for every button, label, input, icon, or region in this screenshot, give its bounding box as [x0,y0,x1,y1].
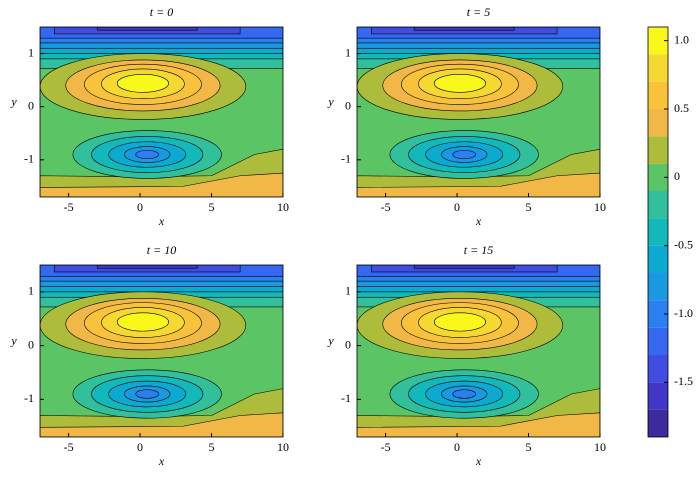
contour-panel: -5 0 5 10 -1 0 1 t = 10 x y [10,243,289,468]
y-tick-label: 0 [28,98,34,112]
panel-title: t = 5 [467,5,490,19]
contour-band [413,27,515,31]
x-axis-label: x [158,454,165,468]
colorbar-band [648,54,668,82]
x-tick-label: 0 [454,200,460,214]
axes-frame [356,26,601,198]
y-tick-label: 1 [28,45,34,59]
contour-band [452,149,476,160]
axes-frame [39,26,284,198]
colorbar-tick-label: 0 [674,169,680,183]
x-tick-label: 5 [526,200,532,214]
contour-band [116,312,169,332]
contour-area [357,27,600,197]
x-tick-label: 5 [209,440,215,454]
contour-band [433,312,486,332]
contour-band [96,27,198,31]
colorbar-band [648,136,668,164]
y-axis-label: y [327,333,334,347]
x-tick-label: 5 [526,440,532,454]
colorbar-band [648,27,668,55]
colorbar-tick-label: -1.5 [674,374,693,388]
contour-band [40,412,283,437]
y-tick-label: -1 [24,391,34,405]
x-tick-label: -5 [64,200,74,214]
x-tick-label: 5 [209,200,215,214]
contour-band [40,172,283,197]
y-tick-label: -1 [24,152,34,166]
colorbar-tick-label: -1.0 [674,306,693,320]
x-tick-label: -5 [64,440,74,454]
contour-band [433,73,486,93]
x-tick-label: 10 [277,440,289,454]
contour-band [135,389,159,399]
colorbar-band [648,327,668,355]
x-axis-label: x [475,454,482,468]
y-tick-label: 0 [345,337,351,351]
colorbar-tick-label: -0.5 [674,237,693,251]
x-axis-label: x [158,214,165,228]
x-tick-label: -5 [381,200,391,214]
y-tick-label: 1 [28,284,34,298]
x-axis-label: x [475,214,482,228]
axes-frame [39,264,284,438]
panel-title: t = 0 [150,5,173,19]
x-tick-label: 10 [277,200,289,214]
contour-band [96,265,198,269]
contour-band [357,172,600,197]
y-tick-label: -1 [341,152,351,166]
y-tick-label: -1 [341,391,351,405]
y-axis-label: y [10,94,17,108]
colorbar-band [648,300,668,328]
colorbar-band [648,382,668,410]
colorbar-band [648,355,668,383]
colorbar-band [648,163,668,191]
x-tick-label: 0 [137,200,143,214]
colorbar-band [648,218,668,246]
contour-band [413,265,515,269]
contour-band [135,149,159,160]
contour-band [357,412,600,437]
contour-panel: -5 0 5 10 -1 0 1 t = 5 x y [327,5,606,228]
contour-area [40,265,283,437]
x-tick-label: 10 [594,440,606,454]
axes-frame [356,264,601,438]
y-tick-label: 1 [345,284,351,298]
contour-band [116,73,169,93]
colorbar-band [648,81,668,109]
contour-area [40,27,283,197]
y-tick-label: 0 [28,337,34,351]
y-axis-label: y [327,94,334,108]
panel-title: t = 15 [464,243,493,257]
colorbar-tick-label: 1.0 [674,32,689,46]
colorbar-band [648,273,668,301]
colorbar-frame [647,26,669,438]
contour-area [357,265,600,437]
panel-title: t = 10 [147,243,176,257]
contour-band [452,389,476,399]
y-tick-label: 1 [345,45,351,59]
y-axis-label: y [10,333,17,347]
contour-panel: -5 0 5 10 -1 0 1 t = 15 x y [327,243,606,468]
colorbar-band [648,191,668,219]
x-tick-label: 0 [137,440,143,454]
contour-panel: -5 0 5 10 -1 0 1 t = 0 x y [10,5,289,228]
colorbar: 1.0 0.5 0 -0.5 -1.0 -1.5 [647,26,693,438]
colorbar-band [648,109,668,137]
x-tick-label: 10 [594,200,606,214]
y-tick-label: 0 [345,98,351,112]
x-tick-label: -5 [381,440,391,454]
colorbar-band [648,409,668,437]
colorbar-band [648,245,668,273]
colorbar-tick-label: 0.5 [674,101,689,115]
x-tick-label: 0 [454,440,460,454]
